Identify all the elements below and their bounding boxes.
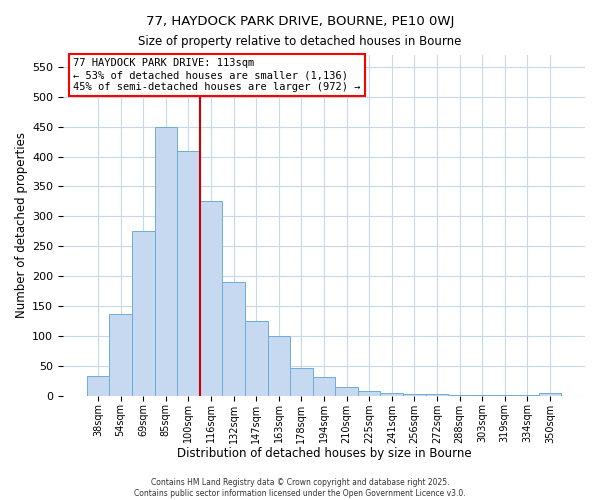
Bar [539, 394, 561, 396]
Y-axis label: Number of detached properties: Number of detached properties [15, 132, 28, 318]
Text: 77 HAYDOCK PARK DRIVE: 113sqm
← 53% of detached houses are smaller (1,136)
45% o: 77 HAYDOCK PARK DRIVE: 113sqm ← 53% of d… [73, 58, 361, 92]
Bar [290, 368, 313, 396]
Bar [516, 395, 539, 396]
Bar [425, 394, 448, 396]
Bar [132, 232, 155, 396]
X-axis label: Distribution of detached houses by size in Bourne: Distribution of detached houses by size … [176, 447, 472, 460]
Text: Contains HM Land Registry data © Crown copyright and database right 2025.
Contai: Contains HM Land Registry data © Crown c… [134, 478, 466, 498]
Bar [177, 150, 200, 396]
Bar [223, 282, 245, 396]
Bar [380, 392, 403, 396]
Text: 77, HAYDOCK PARK DRIVE, BOURNE, PE10 0WJ: 77, HAYDOCK PARK DRIVE, BOURNE, PE10 0WJ [146, 15, 454, 28]
Bar [493, 395, 516, 396]
Text: Size of property relative to detached houses in Bourne: Size of property relative to detached ho… [139, 35, 461, 48]
Bar [403, 394, 425, 396]
Bar [313, 377, 335, 396]
Bar [358, 391, 380, 396]
Bar [87, 376, 109, 396]
Bar [335, 386, 358, 396]
Bar [448, 395, 471, 396]
Bar [268, 336, 290, 396]
Bar [245, 321, 268, 396]
Bar [200, 202, 223, 396]
Bar [109, 314, 132, 396]
Bar [155, 126, 177, 396]
Bar [471, 395, 493, 396]
